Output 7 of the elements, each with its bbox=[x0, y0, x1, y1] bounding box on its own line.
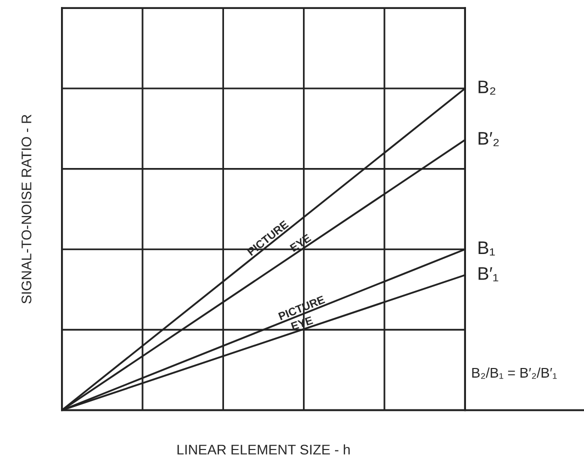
x-axis-title: LINEAR ELEMENT SIZE - h bbox=[178, 444, 350, 455]
series-label: B₂ bbox=[478, 80, 496, 95]
series-label: B′₂ bbox=[478, 132, 499, 146]
series-label: B₁ bbox=[478, 242, 495, 256]
series-label: B′₁ bbox=[478, 267, 498, 282]
annotation: B₂/B₁ = B′₂/B′₁ bbox=[472, 368, 557, 379]
y-axis-title: SIGNAL-TO-NOISE RATIO - R bbox=[22, 114, 32, 304]
